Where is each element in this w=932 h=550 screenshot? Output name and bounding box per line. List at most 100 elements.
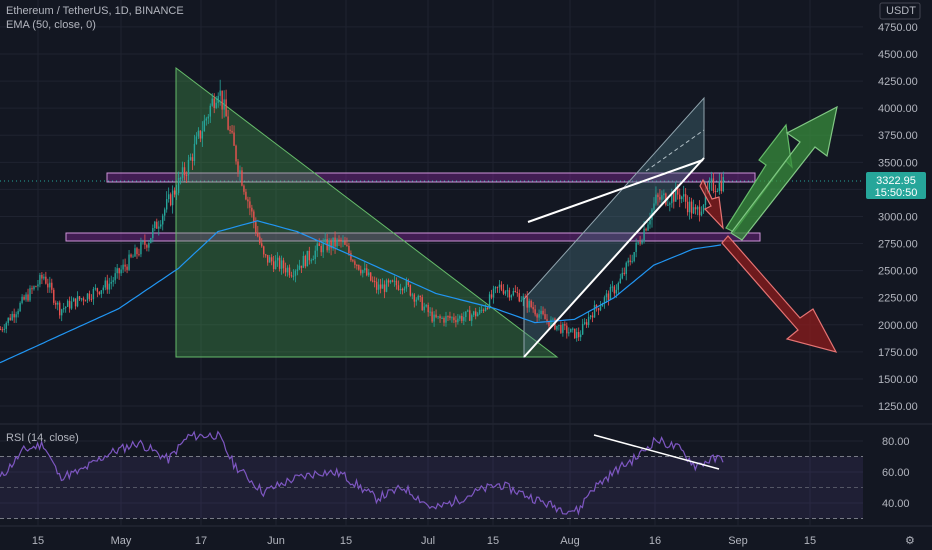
candle-up <box>21 296 23 303</box>
bearish-arrow[interactable] <box>721 235 838 353</box>
candle-up <box>114 273 116 281</box>
candle-down <box>657 194 659 198</box>
candle-down <box>391 280 394 282</box>
candle-up <box>467 310 469 312</box>
candle-up <box>33 286 35 290</box>
candle-up <box>203 120 206 132</box>
candle-up <box>187 159 190 176</box>
candle-down <box>255 222 257 233</box>
candle-up <box>15 314 17 318</box>
candle-down <box>199 130 202 139</box>
candle-down <box>356 264 358 266</box>
last-price-tag[interactable] <box>866 172 926 199</box>
candle-up <box>498 284 501 288</box>
triangle-pattern[interactable] <box>175 66 559 358</box>
candle-down <box>191 157 194 162</box>
rsi-line[interactable] <box>0 430 724 516</box>
candle-up <box>312 259 314 261</box>
candle-down <box>413 294 415 302</box>
candle-down <box>409 285 412 296</box>
candle-up <box>152 228 154 239</box>
candle-down <box>530 300 532 308</box>
candle-up <box>718 181 721 191</box>
candle-up <box>175 192 178 195</box>
candle-up <box>411 294 414 296</box>
candle-up <box>463 317 465 321</box>
candle-down <box>344 241 346 245</box>
candle-down <box>290 275 293 277</box>
rsi-tick-label: 60.00 <box>882 467 910 479</box>
candle-up <box>302 255 305 268</box>
candle-up <box>581 323 584 335</box>
candle-down <box>500 284 503 290</box>
symbol-title[interactable]: Ethereum / TetherUS, 1D, BINANCE <box>6 5 184 17</box>
candle-up <box>276 257 279 261</box>
ema-line[interactable] <box>0 220 722 364</box>
candle-up <box>558 324 560 326</box>
candle-up <box>405 280 408 289</box>
candle-up <box>122 264 124 270</box>
settings-icon[interactable]: ⚙ <box>905 535 915 547</box>
candle-down <box>447 316 449 318</box>
ema-legend[interactable]: EMA (50, close, 0) <box>6 19 96 31</box>
bar-countdown: 15:50:50 <box>875 187 918 199</box>
candle-up <box>708 182 711 189</box>
support-zone[interactable] <box>65 232 761 242</box>
candle-down <box>373 281 376 283</box>
candle-up <box>189 157 192 160</box>
candle-down <box>578 332 580 338</box>
candle-down <box>370 272 372 281</box>
candle-up <box>589 315 592 318</box>
candle-down <box>564 324 566 326</box>
candle-up <box>465 311 467 318</box>
candle-down <box>395 280 398 286</box>
candle-up <box>148 242 150 248</box>
candle-down <box>0 329 2 331</box>
candle-up <box>643 228 645 242</box>
candle-up <box>5 322 7 329</box>
candle-down <box>453 317 455 321</box>
rsi-divergence-line[interactable] <box>593 434 720 470</box>
bullish-arrow[interactable] <box>730 105 838 241</box>
candle-up <box>324 239 326 243</box>
currency-label[interactable]: USDT <box>886 5 916 17</box>
wedge-upper-line[interactable] <box>527 159 704 223</box>
candle-up <box>512 291 515 296</box>
currency-button[interactable] <box>879 2 921 20</box>
candle-up <box>197 130 200 137</box>
candle-up <box>17 311 19 315</box>
price-tick-label: 2250.00 <box>878 293 918 305</box>
candle-down <box>449 316 451 319</box>
candle-up <box>268 257 271 263</box>
candle-down <box>419 295 421 298</box>
rsi-legend[interactable]: RSI (14, close) <box>6 432 79 444</box>
candle-down <box>508 290 511 298</box>
bearish-arrow-small[interactable] <box>699 178 724 230</box>
candle-down <box>259 236 261 244</box>
candle-down <box>263 246 265 255</box>
candle-down <box>474 311 477 317</box>
candle-up <box>688 201 691 213</box>
candle-down <box>407 280 410 286</box>
candle-up <box>631 261 633 263</box>
candle-up <box>201 131 204 139</box>
resistance-zone[interactable] <box>106 172 756 183</box>
wedge-lower-line[interactable] <box>523 157 705 358</box>
candle-up <box>492 288 495 298</box>
candle-up <box>11 313 13 321</box>
candle-up <box>635 242 637 253</box>
candle-up <box>25 294 27 300</box>
candle-down <box>366 268 368 276</box>
candle-up <box>476 313 479 317</box>
candle-up <box>429 311 431 313</box>
candle-down <box>439 316 441 319</box>
candle-down <box>55 302 57 305</box>
candle-down <box>304 255 307 267</box>
candle-down <box>257 232 259 237</box>
candle-down <box>84 300 87 302</box>
candle-down <box>237 161 239 173</box>
candle-up <box>181 167 184 178</box>
candle-down <box>90 298 93 300</box>
candle-down <box>502 289 505 294</box>
